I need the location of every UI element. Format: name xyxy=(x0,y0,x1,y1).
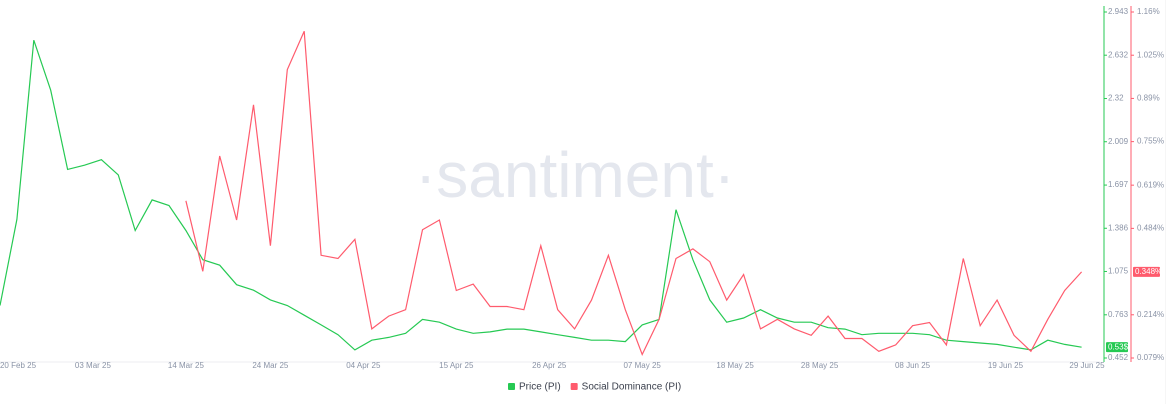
y-tick-label: 0.763 xyxy=(1108,310,1129,319)
x-tick-label: 24 Mar 25 xyxy=(252,361,289,370)
y-tick-label: 2.632 xyxy=(1108,50,1129,59)
badge-label: 0.53$ xyxy=(1108,342,1129,351)
x-tick-label: 14 Mar 25 xyxy=(168,361,205,370)
y2-tick-label: 0.619% xyxy=(1137,180,1164,189)
x-tick-label: 19 Jun 25 xyxy=(988,361,1024,370)
y-tick-label: 1.075 xyxy=(1108,267,1129,276)
y2-tick-label: 0.89% xyxy=(1137,94,1160,103)
y-tick-label: 1.697 xyxy=(1108,180,1129,189)
y2-tick-label: 1.16% xyxy=(1137,7,1160,16)
x-tick-label: 28 May 25 xyxy=(801,361,839,370)
current-value-badge: 0.348% xyxy=(1133,266,1162,277)
legend-swatch xyxy=(570,383,578,390)
y-tick-label: 2.943 xyxy=(1108,7,1129,16)
y2-tick-label: 1.025% xyxy=(1137,50,1164,59)
x-tick-label: 15 Apr 25 xyxy=(439,361,474,370)
badge-bg xyxy=(1133,266,1160,277)
series-line xyxy=(0,40,1082,351)
legend-label: Price (PI) xyxy=(519,382,561,393)
y2-tick-label: 0.484% xyxy=(1137,223,1164,232)
badge-label: 0.348% xyxy=(1135,267,1162,276)
y2-tick-label: 0.079% xyxy=(1137,353,1164,362)
y-tick-label: 2.009 xyxy=(1108,137,1129,146)
legend-swatch xyxy=(508,383,515,390)
x-tick-label: 08 Jun 25 xyxy=(895,361,931,370)
x-tick-label: 04 Apr 25 xyxy=(346,361,381,370)
y-tick-label: 2.32 xyxy=(1108,94,1124,103)
x-tick-label: 26 Apr 25 xyxy=(532,361,567,370)
series-line xyxy=(185,30,1083,357)
y2-tick-label: 0.755% xyxy=(1137,137,1164,146)
y2-tick-label: 0.214% xyxy=(1137,310,1164,319)
legend-label: Social Dominance (PI) xyxy=(582,382,681,393)
x-tick-label: 03 Mar 25 xyxy=(75,361,112,370)
badge-bg xyxy=(1106,342,1128,353)
watermark: ·santiment· xyxy=(415,139,735,211)
x-tick-label: 20 Feb 25 xyxy=(0,361,37,370)
y-tick-label: 1.386 xyxy=(1108,223,1129,232)
current-value-badge: 0.53$ xyxy=(1106,342,1129,353)
x-tick-label: 29 Jun 25 xyxy=(1069,361,1105,370)
y-tick-label: 0.452 xyxy=(1108,353,1129,362)
x-tick-label: 07 May 25 xyxy=(623,361,661,370)
x-tick-label: 18 May 25 xyxy=(716,361,754,370)
